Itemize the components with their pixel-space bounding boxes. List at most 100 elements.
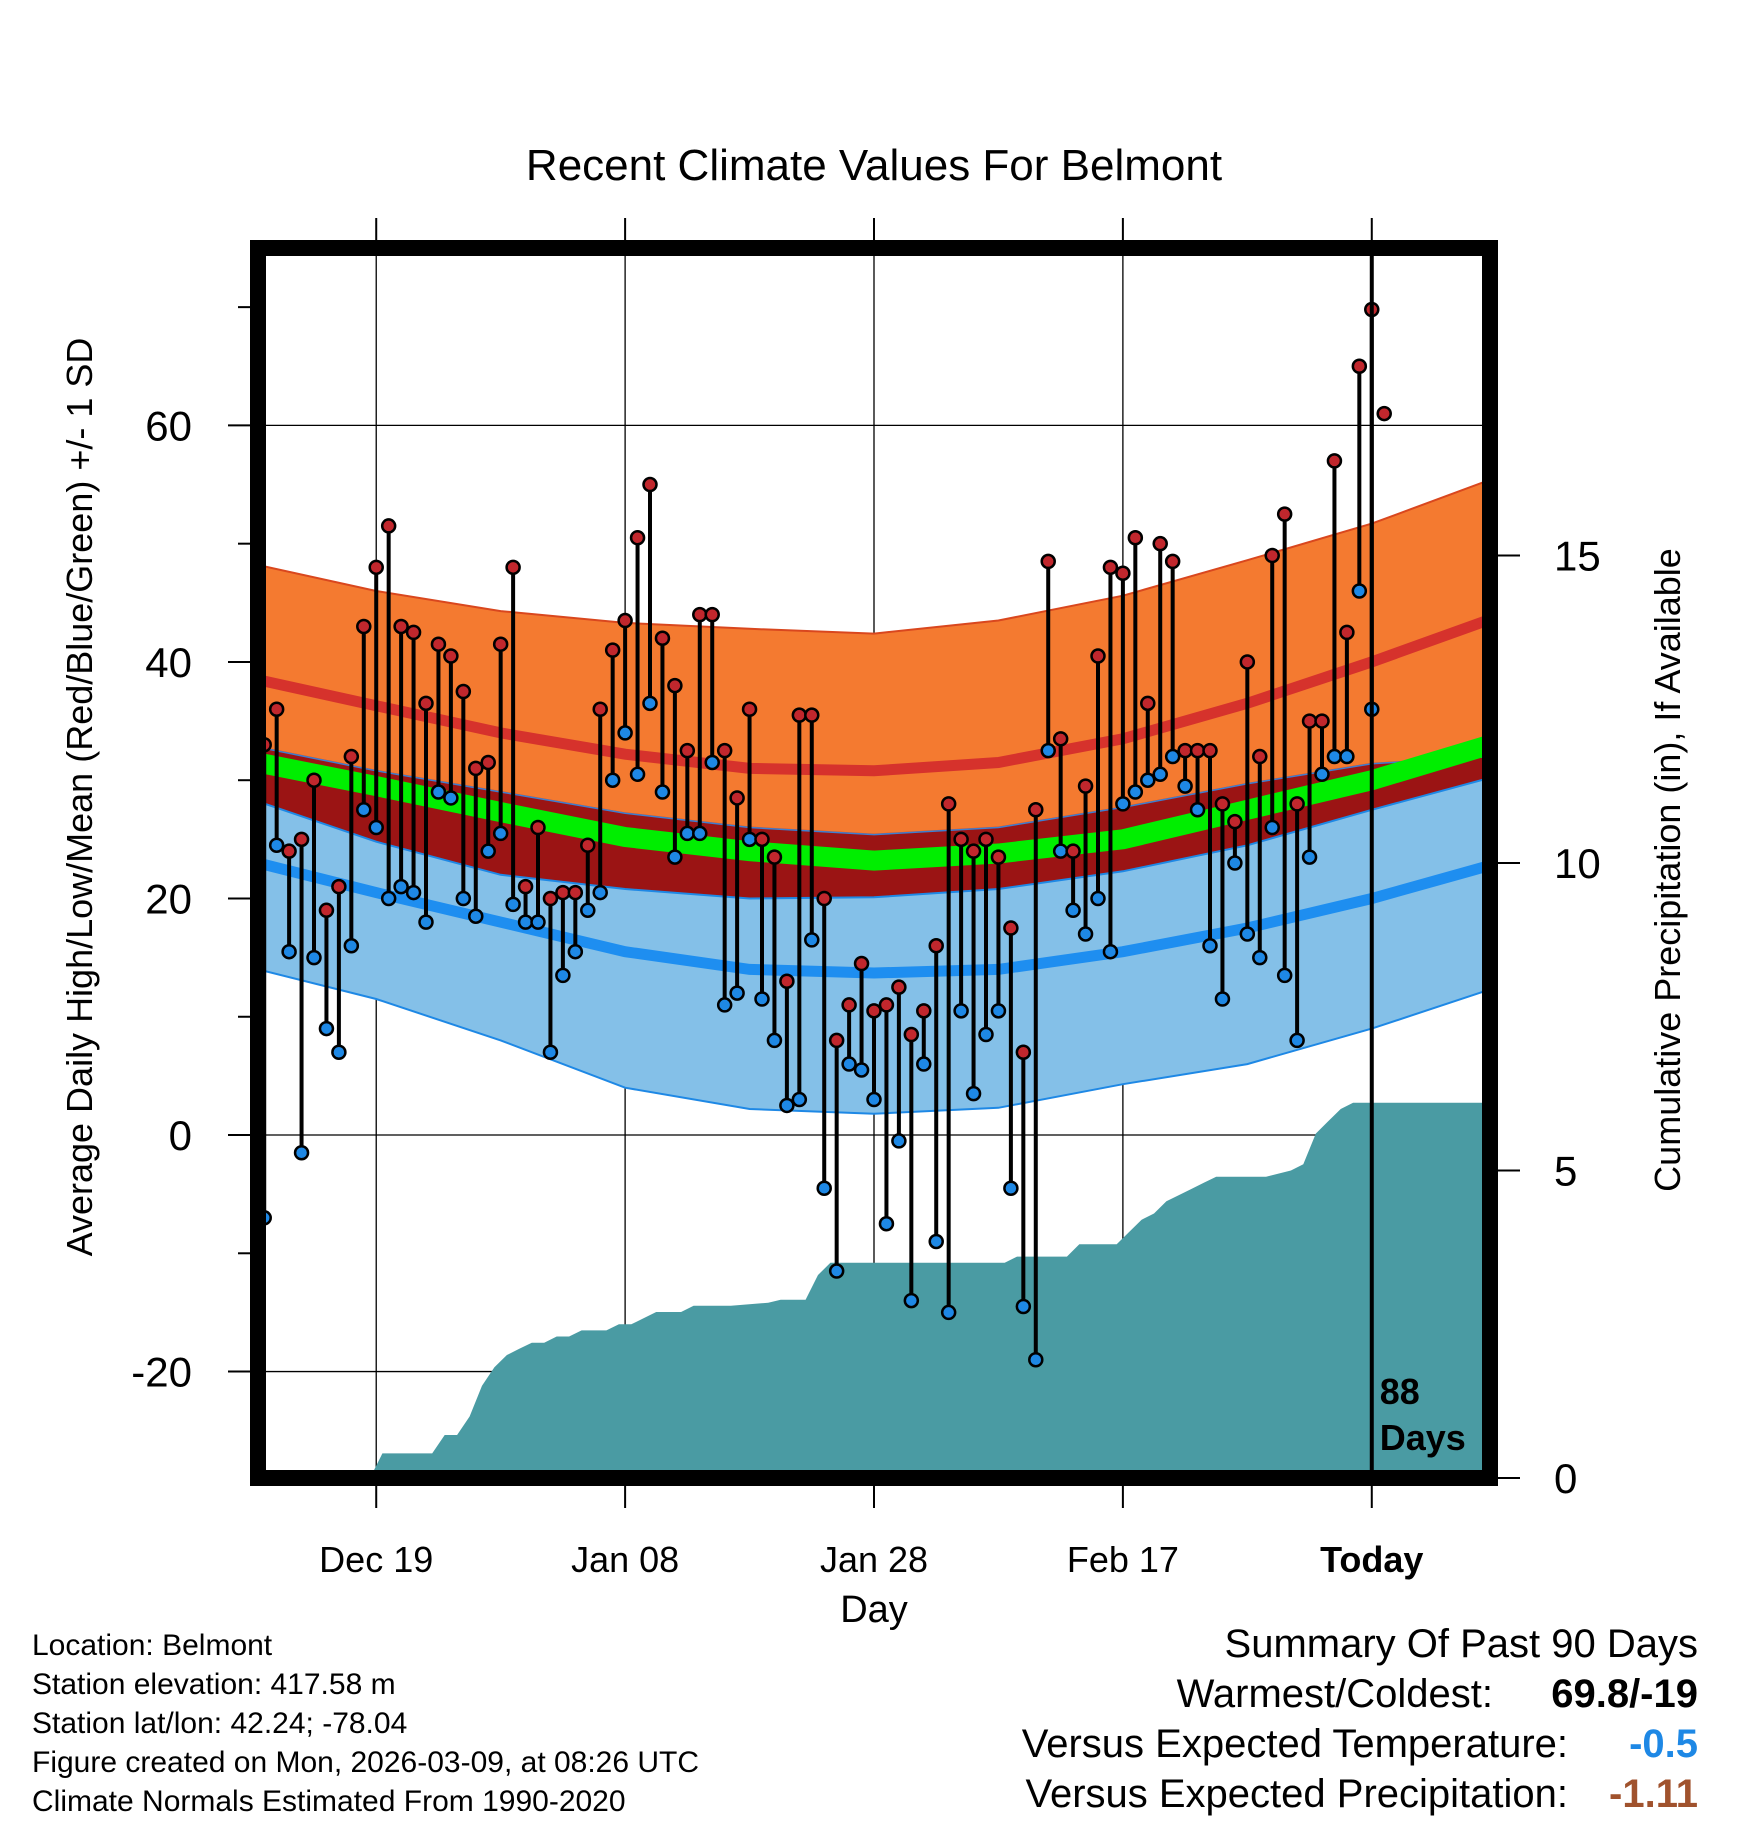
high-point: [1214, 796, 1231, 812]
normal-mean-line: [258, 735, 1490, 871]
high-point: [517, 878, 534, 895]
low-point: [1140, 772, 1156, 788]
elevation-text: Station elevation: 417.58 m: [32, 1668, 396, 1701]
x-tick-label: Feb 17: [1067, 1539, 1179, 1580]
high-point: [1252, 748, 1268, 765]
high-point: [1090, 648, 1106, 664]
high-point: [1339, 624, 1355, 641]
low-point: [754, 991, 770, 1007]
high-point: [766, 849, 783, 865]
low-point: [692, 825, 708, 842]
low-point: [1189, 802, 1206, 818]
high-point: [679, 742, 696, 759]
high-point: [1289, 796, 1305, 812]
high-point: [293, 831, 310, 848]
low-point: [1052, 843, 1069, 859]
high-point: [318, 902, 335, 919]
low-point: [667, 849, 683, 865]
high-point: [1140, 695, 1156, 712]
low-point: [604, 772, 621, 788]
y-axis-label: Average Daily High/Low/Mean (Red/Blue/Gr…: [59, 338, 100, 1257]
y2-tick-label: 0: [1554, 1455, 1577, 1502]
low-point: [468, 908, 484, 924]
low-point: [866, 1091, 882, 1108]
high-point: [654, 630, 671, 647]
low-point: [1326, 748, 1343, 765]
high-point: [692, 606, 708, 623]
x-tick-label: Today: [1320, 1539, 1423, 1580]
low-point: [791, 1091, 808, 1108]
normals-text: Climate Normals Estimated From 1990-2020: [32, 1785, 626, 1818]
high-point: [729, 790, 745, 806]
high-point: [418, 695, 434, 712]
temp-vs-expected-label: Versus Expected Temperature:: [1021, 1722, 1568, 1766]
today-days-count: 88: [1380, 1371, 1420, 1412]
low-point: [293, 1145, 310, 1161]
high-point: [1276, 506, 1293, 522]
high-point: [1040, 553, 1056, 570]
high-point: [804, 707, 820, 723]
low-point: [1115, 796, 1131, 812]
high-point: [480, 754, 496, 771]
high-point: [530, 819, 546, 836]
low-point: [853, 1062, 870, 1078]
low-point: [704, 754, 720, 771]
low-point: [1214, 991, 1231, 1007]
high-point: [505, 559, 521, 576]
summary-panel: Summary Of Past 90 Days Warmest/Coldest:…: [798, 1622, 1698, 1822]
low-point: [318, 1020, 335, 1037]
low-point: [642, 695, 658, 712]
high-point: [791, 707, 808, 723]
mean-sd-upper-line: [258, 746, 1490, 836]
low-point: [356, 802, 372, 818]
low-sd-band: [258, 776, 1490, 1115]
low-point: [1177, 778, 1193, 794]
low-point: [517, 914, 534, 930]
low-point: [443, 790, 459, 806]
high-point: [306, 772, 322, 788]
precip-vs-expected-label: Versus Expected Precipitation:: [1025, 1772, 1568, 1816]
low-point: [418, 914, 434, 930]
created-text: Figure created on Mon, 2026-03-09, at 08…: [32, 1746, 700, 1779]
high-point: [1115, 565, 1131, 581]
low-point: [1015, 1298, 1032, 1315]
y-tick-label: 0: [169, 1112, 192, 1159]
low-point: [331, 1044, 347, 1060]
high-point: [1028, 802, 1044, 818]
low-point: [903, 1292, 920, 1309]
high-point: [990, 849, 1007, 865]
low-point: [891, 1133, 907, 1149]
low-point: [380, 890, 397, 907]
low-point: [1239, 926, 1256, 942]
low-point: [580, 902, 596, 919]
high-point: [1189, 742, 1206, 759]
low-point: [1003, 1180, 1019, 1196]
y2-axis-label: Cumulative Precipitation (in), If Availa…: [1647, 548, 1688, 1192]
high-point: [1015, 1044, 1032, 1060]
y2-tick-label: 10: [1554, 840, 1601, 887]
high-point: [642, 476, 658, 493]
low-point: [368, 819, 384, 836]
low-point: [1077, 926, 1094, 942]
low-point: [455, 890, 472, 907]
x-tick-label: Dec 19: [319, 1539, 433, 1580]
warmest-coldest-value: 69.8/-19: [1551, 1672, 1698, 1716]
high-point: [629, 530, 646, 546]
low-point: [268, 837, 285, 854]
high-point: [492, 636, 509, 652]
high-point: [1351, 358, 1368, 375]
low-point: [1090, 890, 1106, 907]
low-point: [629, 766, 646, 783]
low-point: [1301, 849, 1318, 865]
high-point: [405, 624, 422, 641]
high-point: [1326, 453, 1343, 469]
y-tick-label: 20: [145, 875, 192, 922]
low-point: [1127, 784, 1144, 800]
high-point: [592, 701, 608, 717]
y2-tick-label: 15: [1554, 533, 1601, 580]
high-point: [1127, 530, 1144, 546]
low-point: [1102, 943, 1119, 960]
low-point: [679, 825, 696, 842]
high-point: [1301, 713, 1318, 729]
low-point: [1252, 949, 1268, 966]
